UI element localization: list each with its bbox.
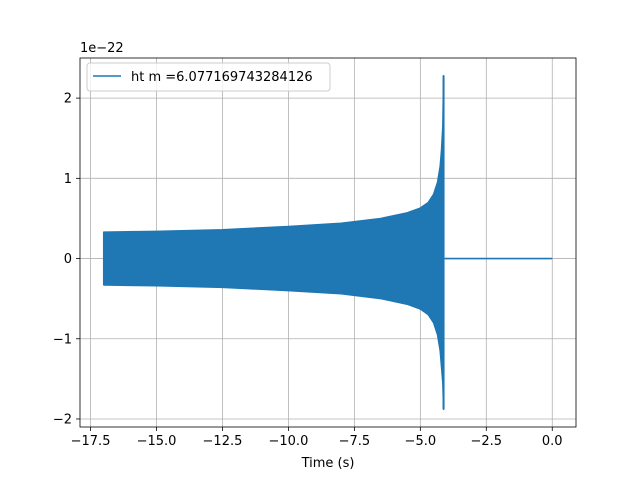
x-tick-label: −17.5 [71, 434, 111, 449]
x-tick-label: −2.5 [471, 434, 503, 449]
axes-frame [79, 57, 577, 428]
y-tick-label: −2 [53, 412, 72, 427]
legend-box [86, 62, 331, 92]
y-tick-label: −1 [53, 332, 72, 347]
y-tick-label: 0 [64, 252, 72, 267]
legend: ht m =6.077169743284126 [86, 62, 331, 92]
plot-area [102, 74, 553, 411]
x-tick-label: −7.5 [339, 434, 371, 449]
y-axis: −2 −1 0 1 2 [53, 92, 80, 427]
x-tick-label: −12.5 [203, 434, 243, 449]
y-offset-label: 1e−22 [80, 41, 124, 56]
y-tick-label: 2 [64, 92, 72, 107]
x-tick-label: −15.0 [137, 434, 177, 449]
y-tick-label: 1 [64, 172, 72, 187]
x-tick-label: −5.0 [405, 434, 437, 449]
x-axis: −17.5 −15.0 −12.5 −10.0 −7.5 −5.0 −2.5 0.0 [71, 427, 563, 449]
x-tick-label: −10.0 [269, 434, 309, 449]
x-axis-label: Time (s) [301, 456, 355, 471]
x-tick-label: 0.0 [542, 434, 563, 449]
legend-label: ht m =6.077169743284126 [131, 70, 313, 85]
